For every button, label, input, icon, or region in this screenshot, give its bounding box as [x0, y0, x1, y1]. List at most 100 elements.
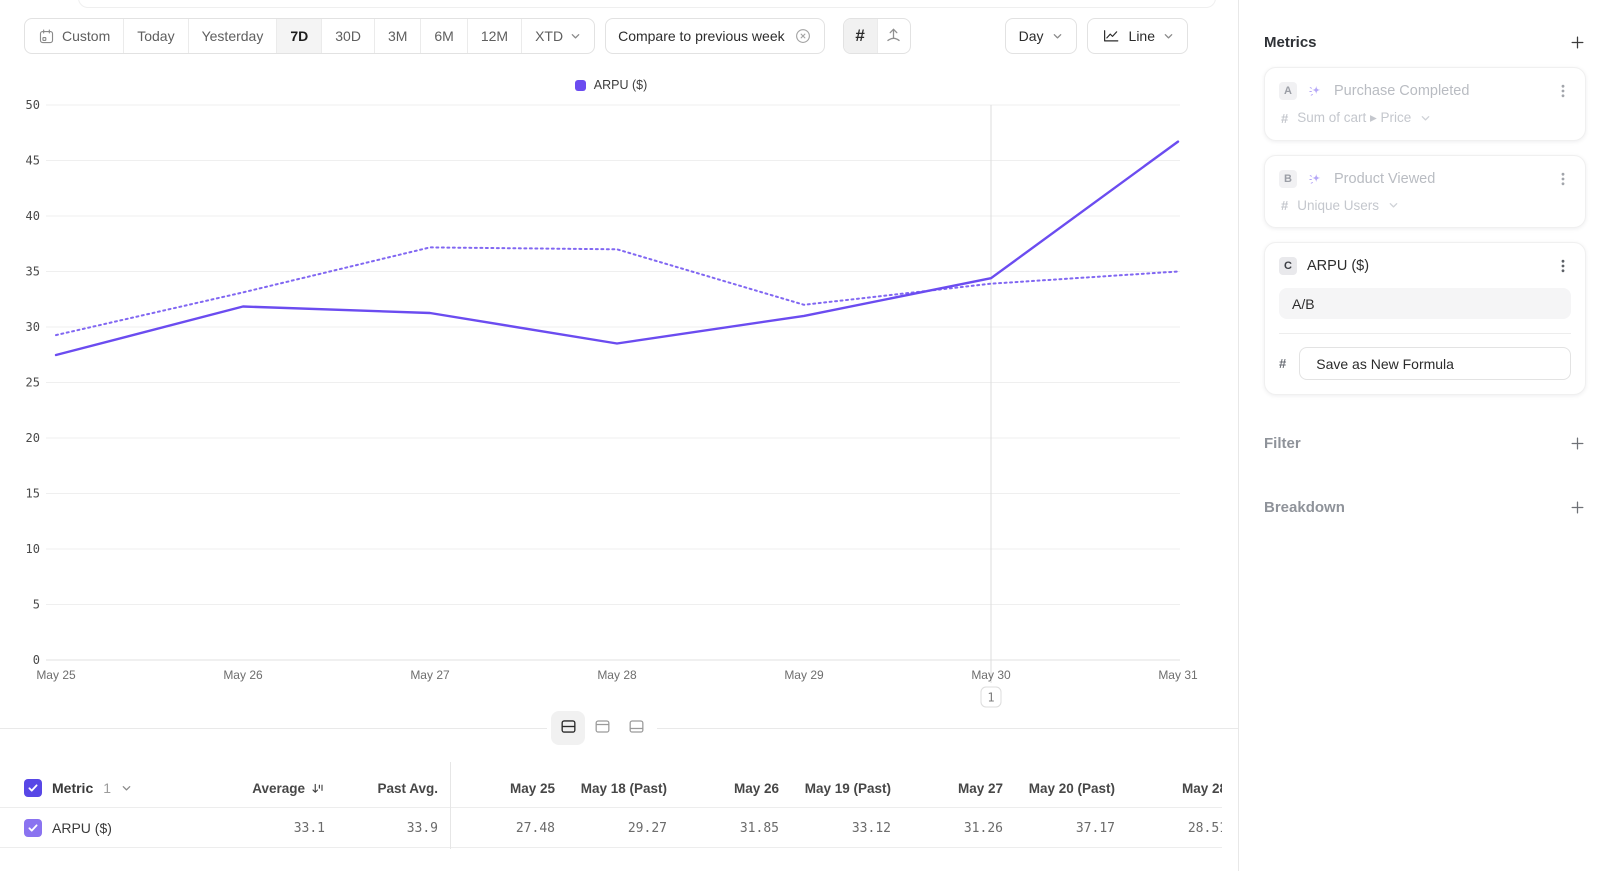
- number-type-icon: #: [1281, 198, 1289, 213]
- chevron-down-icon: [1052, 31, 1063, 42]
- svg-text:1: 1: [987, 691, 994, 705]
- metric-aggregation[interactable]: # Sum of cart ▸ Price: [1279, 110, 1571, 126]
- metrics-header: Metrics: [1264, 34, 1586, 51]
- number-type-icon: #: [1279, 356, 1287, 371]
- range-6m[interactable]: 6M: [420, 19, 466, 53]
- row-checkbox[interactable]: [24, 819, 42, 837]
- range-xtd[interactable]: XTD: [521, 19, 594, 53]
- svg-text:30: 30: [26, 320, 40, 334]
- range-12m[interactable]: 12M: [466, 19, 521, 53]
- column-header[interactable]: May 28: [1115, 768, 1222, 808]
- table-cell: 33.1: [293, 820, 325, 836]
- values-toggle[interactable]: #: [843, 19, 877, 53]
- remove-compare-icon[interactable]: [794, 27, 812, 45]
- layout-table-only-toggle[interactable]: [619, 711, 653, 745]
- chevron-down-icon: [570, 31, 581, 42]
- metrics-title: Metrics: [1264, 34, 1317, 51]
- metric-card-a-header: A Purchase Completed: [1279, 82, 1571, 100]
- metric-card-b-header: B Product Viewed: [1279, 170, 1571, 188]
- compare-label: Compare to previous week: [618, 28, 785, 44]
- metric-badge: A: [1279, 82, 1297, 100]
- card-divider: [1279, 333, 1571, 334]
- granularity-dropdown[interactable]: Day: [1004, 18, 1077, 54]
- split-horizontal-icon: [559, 717, 578, 739]
- formula-input[interactable]: A/B: [1279, 288, 1571, 319]
- column-header-label: May 28: [1181, 780, 1222, 796]
- range-7d[interactable]: 7D: [276, 19, 322, 53]
- metric-aggregation[interactable]: # Unique Users: [1279, 198, 1571, 213]
- chart-type-dropdown[interactable]: Line: [1086, 18, 1188, 54]
- svg-text:5: 5: [33, 598, 40, 612]
- metric-menu-icon[interactable]: [1555, 258, 1571, 274]
- compare-chip[interactable]: Compare to previous week: [605, 18, 825, 54]
- range-today[interactable]: Today: [123, 19, 187, 53]
- table-cell: 29.27: [627, 820, 667, 836]
- table-cell: 33.9: [406, 820, 438, 836]
- add-filter-button[interactable]: [1569, 435, 1586, 452]
- chevron-down-icon: [121, 783, 132, 794]
- svg-text:45: 45: [26, 154, 40, 168]
- layout-chart-only-toggle[interactable]: [585, 711, 619, 745]
- top-card-edge: [78, 0, 1216, 8]
- column-header-label: Past Avg.: [377, 780, 438, 796]
- range-label: XTD: [535, 28, 564, 44]
- legend-swatch: [574, 79, 586, 91]
- column-header[interactable]: May 20 (Past): [1003, 768, 1115, 808]
- save-formula-button[interactable]: Save as New Formula: [1299, 347, 1571, 380]
- chart-toolbar: Custom Today Yesterday 7D 30D 3M 6M 12M XTD Comp…: [24, 18, 1188, 54]
- layout-split-toggle[interactable]: [551, 711, 585, 745]
- svg-text:15: 15: [26, 487, 40, 501]
- svg-text:May 26: May 26: [223, 668, 263, 682]
- svg-text:10: 10: [26, 542, 40, 556]
- column-header[interactable]: May 26: [667, 768, 779, 808]
- annotations-toggle[interactable]: [876, 19, 910, 53]
- metric-header-cell[interactable]: Metric 1: [24, 768, 132, 808]
- metric-name[interactable]: Purchase Completed: [1334, 83, 1470, 99]
- metric-row-cell: ARPU ($): [24, 808, 112, 848]
- range-label: Custom: [62, 28, 111, 44]
- metric-name[interactable]: Product Viewed: [1334, 171, 1436, 187]
- range-label: Yesterday: [201, 28, 264, 44]
- column-header[interactable]: May 27: [891, 768, 1003, 808]
- column-header-label: May 25: [509, 780, 555, 796]
- metric-card-b[interactable]: B Product Viewed # Unique Users: [1264, 155, 1586, 228]
- column-header-label: May 19 (Past): [804, 780, 891, 796]
- svg-text:May 31: May 31: [1158, 668, 1198, 682]
- range-yesterday[interactable]: Yesterday: [187, 19, 277, 53]
- svg-text:May 29: May 29: [784, 668, 824, 682]
- table-cell: 27.48: [515, 820, 555, 836]
- range-custom[interactable]: Custom: [25, 19, 123, 53]
- add-metric-button[interactable]: [1569, 34, 1586, 51]
- column-header[interactable]: May 19 (Past): [779, 768, 891, 808]
- line-chart-icon: [1101, 27, 1121, 45]
- add-breakdown-button[interactable]: [1569, 499, 1586, 516]
- svg-text:25: 25: [26, 376, 40, 390]
- column-header-label: May 27: [957, 780, 1003, 796]
- chart-legend[interactable]: ARPU ($): [0, 78, 1222, 92]
- metric-card-a[interactable]: A Purchase Completed # Sum of cart ▸ Pri…: [1264, 67, 1586, 141]
- column-header[interactable]: May 25: [443, 768, 555, 808]
- svg-text:35: 35: [26, 265, 40, 279]
- line-chart[interactable]: 0 5 10 15 20 25 30 35 40 45 50 1 May 25 May 26 May 27 M…: [0, 95, 1222, 709]
- column-header-label: May 26: [733, 780, 779, 796]
- metric-card-c[interactable]: C ARPU ($) A/B # Save as New Formula: [1264, 242, 1586, 395]
- column-header[interactable]: Average: [230, 768, 325, 808]
- metric-menu-icon[interactable]: [1555, 171, 1571, 187]
- metric-name[interactable]: ARPU ($): [1307, 258, 1370, 274]
- table-cell: 28.51: [1187, 820, 1222, 836]
- aggregation-label: Sum of cart ▸ Price: [1297, 110, 1412, 125]
- filter-title: Filter: [1264, 435, 1301, 452]
- column-header[interactable]: Past Avg.: [325, 768, 438, 808]
- range-30d[interactable]: 30D: [321, 19, 374, 53]
- range-3m[interactable]: 3M: [373, 19, 420, 53]
- column-header[interactable]: May 18 (Past): [555, 768, 667, 808]
- metric-menu-icon[interactable]: [1555, 83, 1571, 99]
- table-cell: 31.26: [963, 820, 1003, 836]
- svg-text:0: 0: [33, 653, 40, 667]
- table-cell: 31.85: [739, 820, 779, 836]
- svg-text:May 25: May 25: [36, 668, 76, 682]
- breakdown-section: Breakdown: [1264, 499, 1586, 516]
- range-label: 6M: [434, 28, 454, 44]
- select-all-checkbox[interactable]: [24, 779, 42, 797]
- svg-text:May 27: May 27: [410, 668, 450, 682]
